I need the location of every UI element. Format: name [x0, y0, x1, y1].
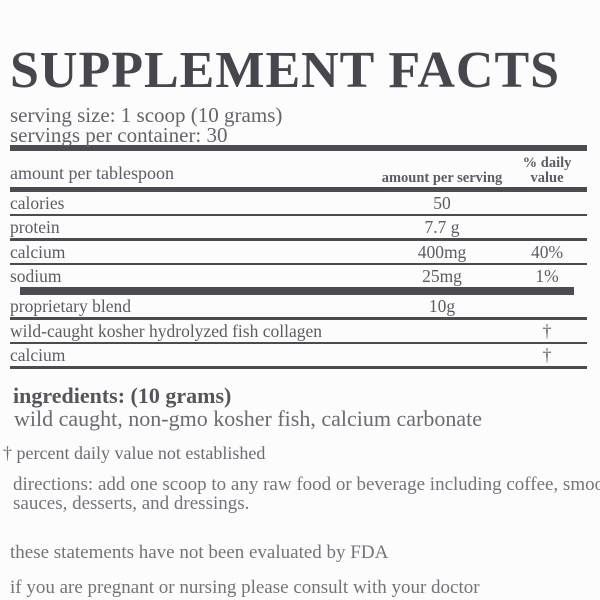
nutrient-amount: 25mg [422, 266, 462, 286]
column-header-percent-daily-value: % daily value [522, 155, 572, 186]
label-title: SUPPLEMENT FACTS [10, 42, 561, 99]
ingredients-heading: ingredients: (10 grams) [13, 382, 232, 408]
table-header-row: amount per tablespoon amount per serving… [10, 151, 587, 187]
directions-text: directions: add one scoop to any raw foo… [13, 475, 600, 513]
nutrient-amount: 7.7 g [424, 217, 460, 237]
nutrient-amount: 400mg [417, 241, 467, 262]
nutrient-name: calcium [10, 345, 66, 365]
table-row-proprietary-blend: proprietary blend 10g [10, 295, 587, 317]
nutrition-table: amount per tablespoon amount per serving… [10, 151, 587, 369]
directions-line-2: sauces, desserts, and dressings. [13, 492, 250, 514]
daily-value-footnote: † percent daily value not established [3, 442, 266, 463]
table-row-fish-collagen: wild-caught kosher hydrolyzed fish colla… [10, 320, 587, 342]
nutrient-amount: 10g [428, 296, 456, 316]
pregnancy-statement: if you are pregnant or nursing please co… [10, 576, 480, 598]
row-rule [10, 213, 587, 216]
nutrient-daily-value-dagger: † [542, 345, 552, 365]
servings-per-container-line: servings per container: 30 [10, 123, 228, 147]
blend-section-divider [20, 287, 574, 295]
table-row-sodium: sodium 25mg 1% [10, 265, 587, 287]
column-header-amount-per-tablespoon: amount per tablespoon [10, 163, 174, 183]
serving-size-line: serving size: 1 scoop (10 grams) [10, 103, 283, 127]
nutrient-name: sodium [10, 266, 62, 286]
header-rule [10, 187, 587, 192]
table-row-calcium: calcium 400mg 40% [10, 241, 587, 263]
nutrient-name: proprietary blend [10, 296, 131, 316]
top-section-divider [10, 145, 587, 151]
nutrient-amount: 50 [433, 192, 451, 213]
ingredients-list: wild caught, non-gmo kosher fish, calciu… [14, 405, 482, 431]
table-row-protein: protein 7.7 g [10, 216, 587, 238]
table-row-calories: calories 50 [10, 192, 587, 214]
directions-line-1: directions: add one scoop to any raw foo… [13, 474, 600, 494]
fda-statement: these statements have not been evaluated… [10, 541, 389, 563]
table-row-calcium-blend: calcium † [10, 344, 587, 366]
nutrient-name: protein [10, 217, 60, 237]
column-header-amount-per-serving: amount per serving [381, 170, 503, 186]
row-rule [10, 238, 587, 241]
nutrient-daily-value: 40% [530, 241, 564, 262]
nutrient-name: calcium [10, 241, 66, 262]
row-rule [10, 317, 587, 320]
row-rule [10, 262, 587, 265]
nutrient-daily-value-dagger: † [542, 320, 552, 341]
nutrient-daily-value: 1% [535, 266, 559, 286]
nutrient-name: wild-caught kosher hydrolyzed fish colla… [10, 320, 322, 341]
nutrient-name: calories [10, 192, 65, 213]
table-bottom-rule [10, 366, 587, 369]
row-rule [10, 341, 587, 344]
